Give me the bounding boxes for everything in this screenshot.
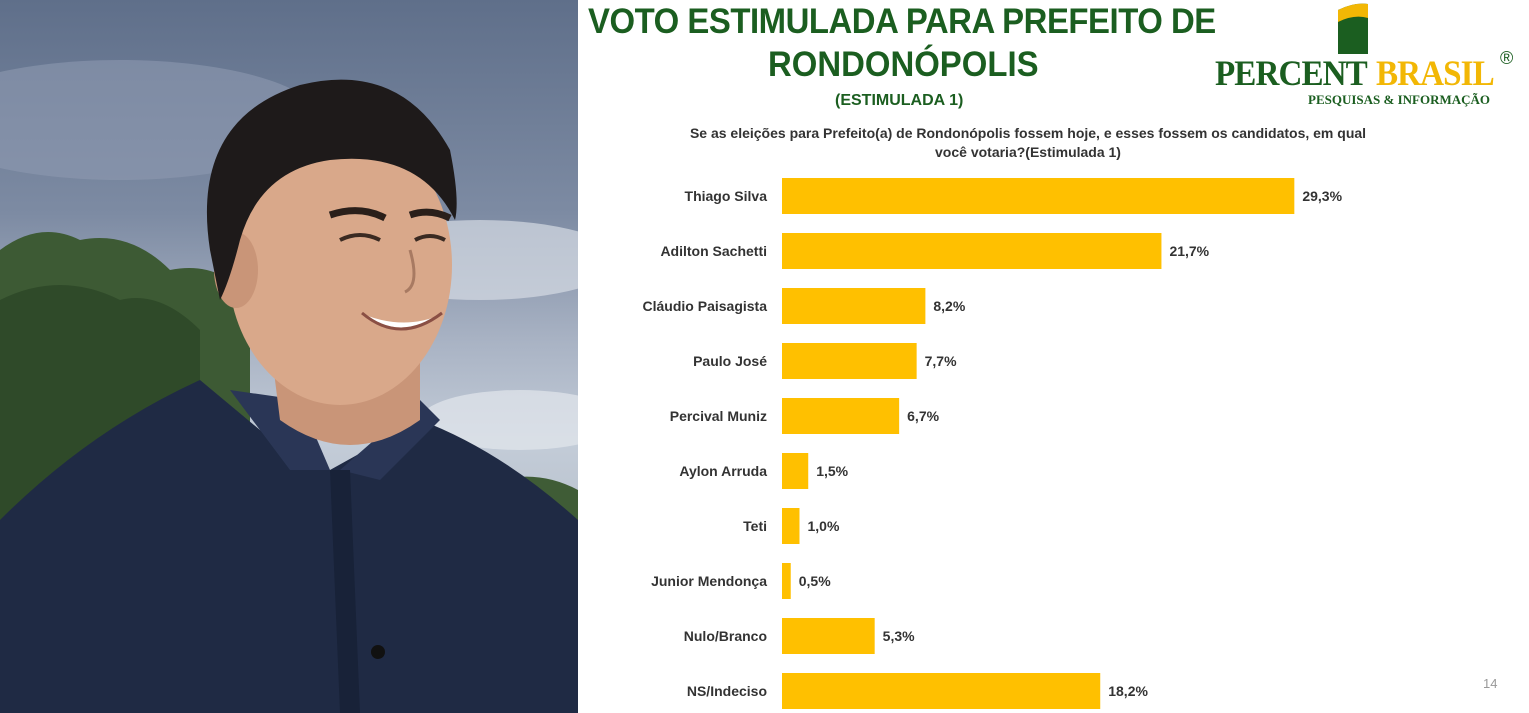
- bar-chart: Thiago Silva 29,3% Adilton Sachetti 21,7% Cl…: [643, 178, 1343, 709]
- data-label: 21,7%: [1169, 243, 1209, 259]
- bar: [782, 178, 1295, 214]
- percentbrasil-logo: PERCENT BRASIL ® PESQUISAS & INFORMAÇÃO: [1212, 0, 1522, 112]
- data-label: 29,3%: [1302, 188, 1342, 204]
- bar: [782, 618, 875, 654]
- slide-title-line1: VOTO ESTIMULADA PARA PREFEITO DE: [588, 2, 1216, 41]
- poll-question: Se as eleições para Prefeito(a) de Rondo…: [689, 125, 1367, 160]
- data-label: 6,7%: [907, 408, 939, 424]
- category-label: NS/Indeciso: [687, 683, 767, 699]
- candidate-photo: [0, 0, 578, 713]
- bar: [782, 343, 917, 379]
- data-label: 18,2%: [1108, 683, 1148, 699]
- category-label: Aylon Arruda: [679, 463, 767, 479]
- data-label: 1,5%: [816, 463, 848, 479]
- bar: [782, 508, 800, 544]
- category-label: Junior Mendonça: [651, 573, 767, 589]
- category-label: Teti: [743, 518, 767, 534]
- category-label: Thiago Silva: [685, 188, 768, 204]
- flag-icon: [1338, 3, 1368, 54]
- category-label: Paulo José: [693, 353, 767, 369]
- bar: [782, 453, 809, 489]
- bar: [782, 288, 926, 324]
- slide-subtitle: (ESTIMULADA 1): [835, 92, 964, 109]
- data-label: 7,7%: [925, 353, 957, 369]
- data-label: 1,0%: [807, 518, 839, 534]
- category-label: Cláudio Paisagista: [643, 298, 768, 314]
- registered-mark: ®: [1500, 48, 1514, 68]
- data-label: 0,5%: [799, 573, 831, 589]
- bar: [782, 673, 1101, 709]
- category-label: Nulo/Branco: [684, 628, 767, 644]
- logo-word-percent: PERCENT: [1215, 53, 1368, 93]
- data-label: 5,3%: [883, 628, 915, 644]
- poll-slide: VOTO ESTIMULADA PARA PREFEITO DE RONDONÓ…: [578, 0, 1529, 713]
- logo-word-brasil: BRASIL: [1376, 53, 1495, 93]
- bar: [782, 233, 1162, 269]
- category-label: Percival Muniz: [670, 408, 767, 424]
- category-label: Adilton Sachetti: [660, 243, 767, 259]
- data-label: 8,2%: [933, 298, 965, 314]
- page-number: 14: [1483, 676, 1498, 691]
- bar: [782, 563, 791, 599]
- bar: [782, 398, 900, 434]
- logo-tagline: PESQUISAS & INFORMAÇÃO: [1308, 92, 1491, 107]
- candidate-photo-illustration: [0, 60, 578, 713]
- slide-title-line2: RONDONÓPOLIS: [768, 45, 1039, 84]
